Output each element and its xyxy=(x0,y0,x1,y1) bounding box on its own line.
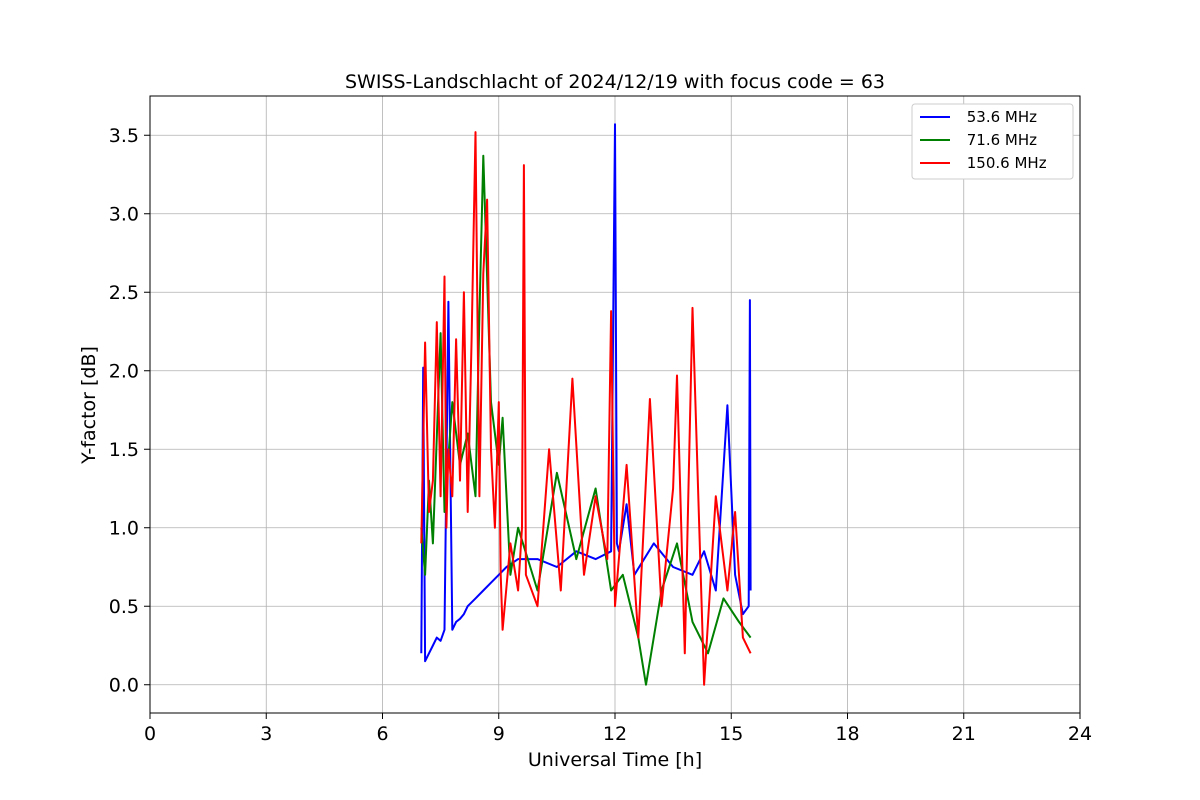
x-tick-label: 24 xyxy=(1068,723,1092,745)
legend-label-53: 53.6 MHz xyxy=(962,108,1037,126)
chart-title: SWISS-Landschlacht of 2024/12/19 with fo… xyxy=(345,71,885,93)
y-tick-label: 0.5 xyxy=(109,596,139,618)
x-tick-label: 0 xyxy=(144,723,156,745)
x-ticks: 0 3 6 9 12 15 18 21 24 xyxy=(144,713,1092,745)
x-tick-label: 12 xyxy=(603,723,627,745)
y-tick-label: 0.0 xyxy=(109,675,139,697)
x-tick-label: 3 xyxy=(260,723,272,745)
y-axis-label: Y-factor [dB] xyxy=(78,346,100,465)
x-axis-label: Universal Time [h] xyxy=(528,749,702,771)
series-line-0 xyxy=(420,123,752,663)
x-tick-label: 15 xyxy=(719,723,743,745)
legend-label-150: 150.6 MHz xyxy=(962,154,1047,172)
y-tick-label: 3.0 xyxy=(109,204,139,226)
legend-box xyxy=(911,103,1074,180)
x-tick-label: 6 xyxy=(376,723,388,745)
legend: 53.6 MHz 71.6 MHz 150.6 MHz xyxy=(911,103,1074,180)
y-tick-label: 2.0 xyxy=(109,361,139,383)
x-tick-label: 21 xyxy=(952,723,976,745)
series-line-2 xyxy=(420,131,752,686)
y-tick-label: 2.5 xyxy=(109,282,139,304)
y-tick-label: 3.5 xyxy=(109,125,139,147)
y-ticks: 0.0 0.5 1.0 1.5 2.0 2.5 3.0 3.5 xyxy=(109,125,150,697)
series-layer xyxy=(420,123,752,686)
y-tick-label: 1.0 xyxy=(109,518,139,540)
x-tick-label: 9 xyxy=(493,723,505,745)
legend-label-71: 71.6 MHz xyxy=(962,131,1037,149)
x-tick-label: 18 xyxy=(835,723,859,745)
y-tick-label: 1.5 xyxy=(109,439,139,461)
